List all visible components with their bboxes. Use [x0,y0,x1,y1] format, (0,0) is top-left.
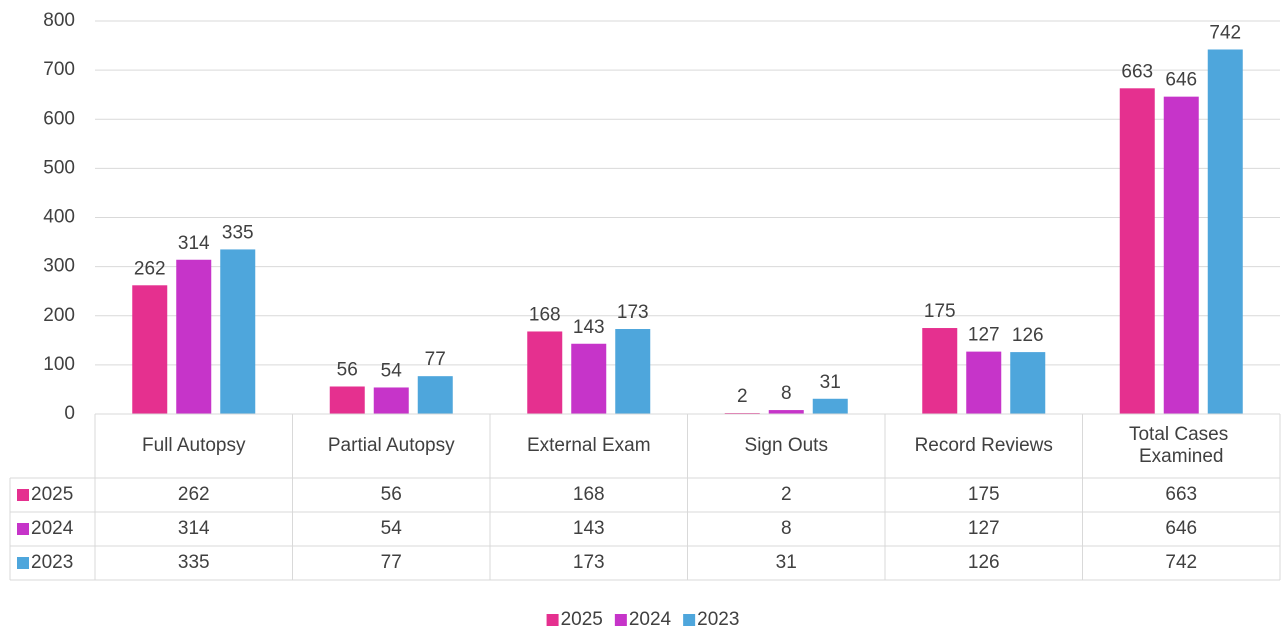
legend-swatch [546,614,559,626]
table-cell: 335 [178,552,210,573]
table-cell: 8 [781,518,792,539]
data-label: 262 [134,258,166,279]
bar [527,331,563,414]
y-tick-label: 500 [43,157,75,178]
y-tick-label: 200 [43,305,75,326]
x-tick-label: External Exam [527,435,651,456]
bar [1010,352,1046,414]
y-tick-label: 700 [43,59,75,80]
x-tick-label: Total Cases Examined [1129,424,1234,467]
bar [329,386,365,414]
table-cell: 663 [1165,484,1197,505]
bar [176,259,212,414]
y-tick-label: 400 [43,207,75,228]
data-label: 175 [924,301,956,322]
table-cell: 31 [776,552,797,573]
data-label: 742 [1209,23,1241,44]
table-cell: 56 [381,484,402,505]
data-label: 646 [1165,70,1197,91]
table-cell: 127 [968,518,1000,539]
bar [1119,88,1155,415]
legend-label: 2023 [697,609,739,630]
bar [1163,96,1199,414]
y-tick-label: 100 [43,354,75,375]
y-tick-label: 0 [64,403,75,424]
x-tick-label: Record Reviews [915,435,1053,456]
table-cell: 646 [1165,518,1197,539]
table-row-label: 2023 [31,552,73,573]
table-cell: 314 [178,518,210,539]
table-cell: 54 [381,518,403,539]
legend-label: 2024 [629,609,672,630]
data-label: 31 [820,372,841,393]
bar [615,329,651,414]
bar [966,351,1002,414]
bar [373,387,409,414]
table-cell: 126 [968,552,1000,573]
bar [571,343,607,414]
y-tick-label: 600 [43,108,75,129]
bar [768,410,804,414]
x-tick-label-line: Examined [1139,446,1224,467]
table-swatch [17,557,29,569]
data-label: 168 [529,304,561,325]
table-swatch [17,489,29,501]
data-label: 314 [178,233,210,254]
table-cell: 742 [1165,552,1197,573]
legend-swatch [683,614,696,626]
data-label: 127 [968,325,1000,346]
x-tick-label-line: Total Cases [1129,424,1234,445]
data-label: 54 [381,360,403,381]
x-tick-label: Sign Outs [745,435,828,456]
bar [812,398,848,414]
x-tick-label: Full Autopsy [142,435,246,456]
data-label: 2 [737,386,748,407]
data-label: 126 [1012,325,1044,346]
table-cell: 143 [573,518,605,539]
x-tick-label: Partial Autopsy [328,435,455,456]
y-tick-label: 300 [43,256,75,277]
table-cell: 173 [573,552,605,573]
table-cell: 262 [178,484,210,505]
legend: 2025 2024 2023 [546,609,739,630]
data-label: 173 [617,302,649,323]
legend-label: 2025 [561,609,603,630]
bar [220,249,256,414]
data-label: 8 [781,383,792,404]
bar [1207,49,1243,415]
table-cell: 168 [573,484,605,505]
bar [132,285,168,414]
table-row-label: 2024 [31,518,74,539]
y-tick-label: 800 [43,10,75,31]
table-cell: 2 [781,484,792,505]
data-label: 77 [425,349,446,370]
data-label: 663 [1121,61,1153,82]
legend-swatch [614,614,627,626]
data-label: 56 [337,360,358,381]
table-cell: 175 [968,484,1000,505]
table-cell: 77 [381,552,402,573]
data-label: 143 [573,317,605,338]
bar [417,376,453,414]
data-label: 335 [222,222,254,243]
table-swatch [17,523,29,535]
table-row-label: 2025 [31,484,73,505]
bar [922,328,958,414]
